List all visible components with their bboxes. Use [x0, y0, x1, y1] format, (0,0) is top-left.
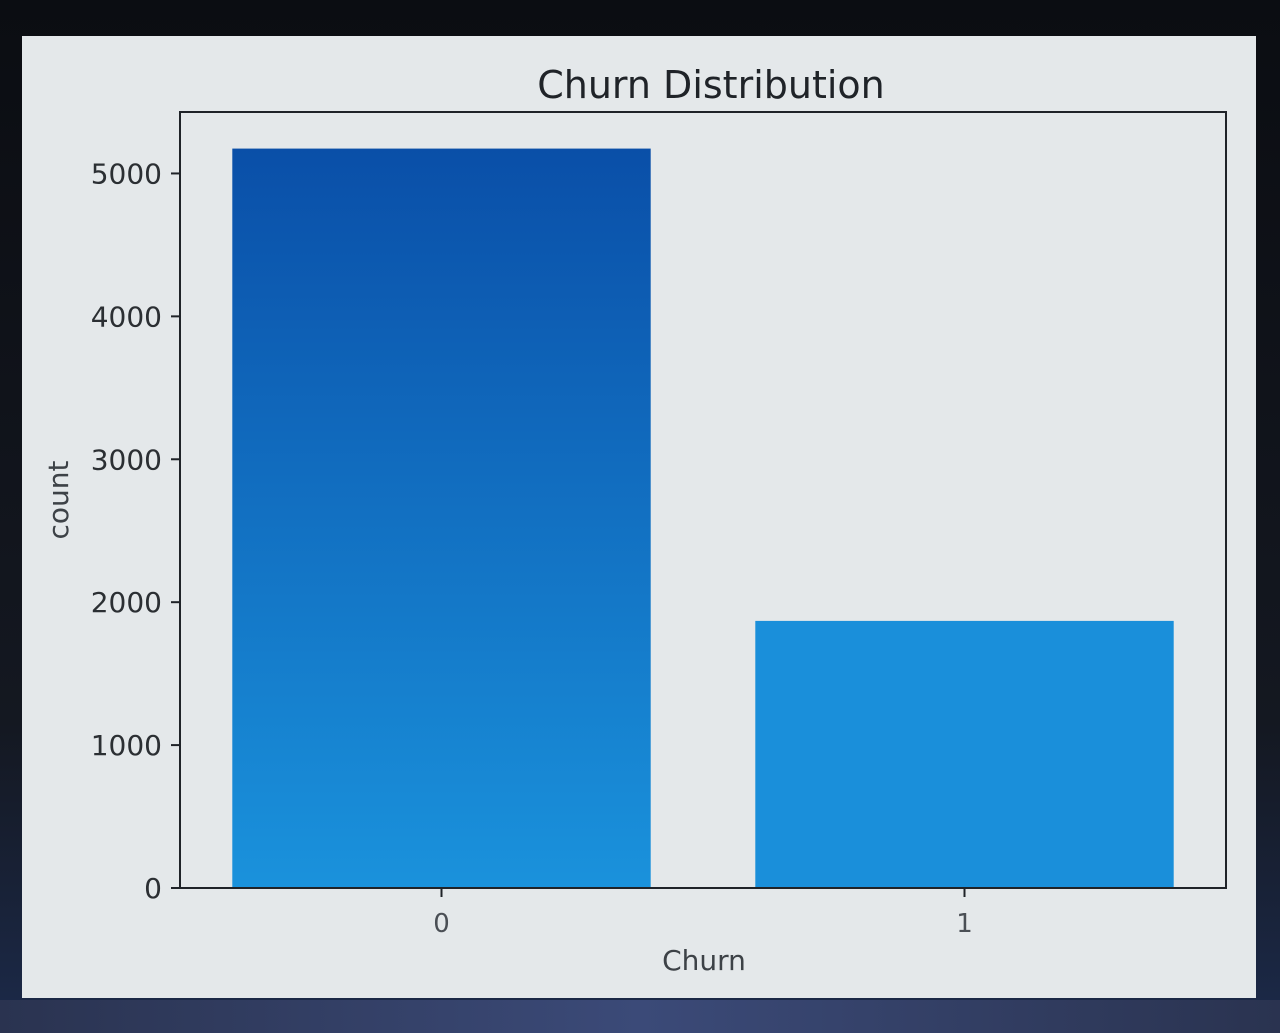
plot-area-frame	[179, 111, 1227, 889]
y-tick-label: 3000	[91, 443, 162, 476]
x-tick-label: 1	[956, 909, 973, 939]
y-tick-label: 1000	[91, 729, 162, 762]
bar-0	[232, 148, 651, 888]
y-axis-label: count	[42, 460, 75, 539]
y-tick-label: 4000	[91, 300, 162, 333]
monitor-bezel	[0, 1000, 1280, 1033]
y-tick-label: 5000	[91, 157, 162, 190]
y-tick-label: 0	[144, 872, 162, 905]
y-tick-label: 2000	[91, 586, 162, 619]
bar-1	[755, 620, 1174, 888]
x-axis-label: Churn	[662, 944, 746, 977]
x-tick-label: 0	[433, 909, 450, 939]
chart-title: Churn Distribution	[537, 63, 885, 107]
